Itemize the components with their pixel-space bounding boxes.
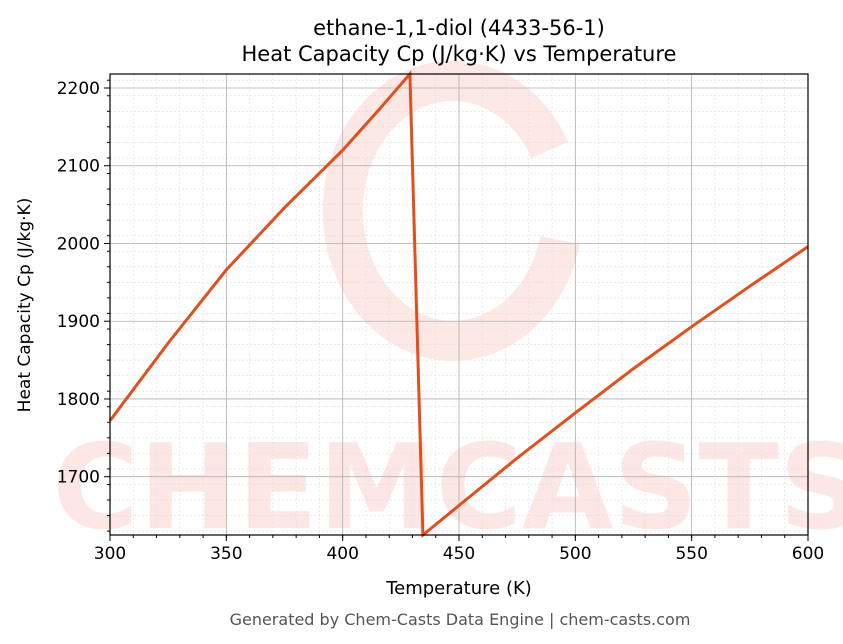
x-tick-label: 550	[675, 544, 707, 564]
footer: Generated by Chem-Casts Data Engine | ch…	[230, 610, 691, 629]
y-tick-label: 1900	[57, 312, 100, 332]
watermark-arc	[322, 60, 580, 361]
x-tick-label: 500	[559, 544, 591, 564]
chart-subtitle: Heat Capacity Cp (J/kg·K) vs Temperature	[242, 42, 677, 66]
x-tick-label: 600	[792, 544, 824, 564]
x-axis-label: Temperature (K)	[385, 578, 532, 599]
y-axis-label: Heat Capacity Cp (J/kg·K)	[15, 198, 35, 413]
watermark: CHEMCASTS	[52, 60, 843, 556]
y-tick-label: 2000	[57, 234, 100, 254]
watermark-text: CHEMCASTS	[52, 418, 843, 556]
y-tick-label: 1800	[57, 390, 100, 410]
plot-frame	[109, 73, 809, 536]
ticks: 300 350 400 450 500 550 600 1700 1800 1900 2000 210…	[57, 79, 824, 564]
x-tick-label: 450	[443, 544, 475, 564]
y-tick-label: 2100	[57, 157, 100, 177]
chart-title: ethane-1,1-diol (4433-56-1)	[313, 16, 605, 40]
x-tick-label: 350	[210, 544, 242, 564]
y-tick-label: 2200	[57, 79, 100, 99]
y-tick-label: 1700	[57, 468, 100, 488]
x-tick-label: 300	[94, 544, 126, 564]
x-tick-label: 400	[326, 544, 358, 564]
grid	[109, 74, 809, 535]
